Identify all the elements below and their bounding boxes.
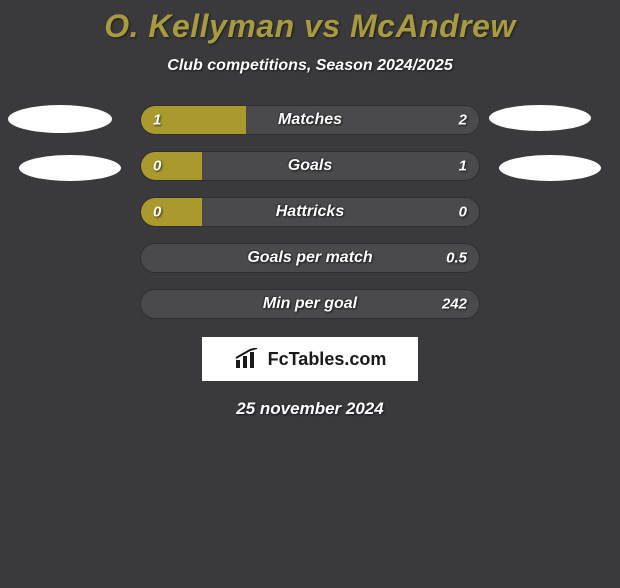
stat-bar: Hattricks00 [140,197,480,227]
stat-value-right: 2 [459,112,467,129]
bar-fill-left [141,198,202,226]
stat-row: Hattricks00 [0,197,620,227]
logo: FcTables.com [202,337,418,381]
stat-label: Min per goal [141,295,479,313]
logo-text: FcTables.com [268,349,387,370]
subtitle: Club competitions, Season 2024/2025 [0,57,620,75]
stat-label: Goals per match [141,249,479,267]
generated-date: 25 november 2024 [0,399,620,419]
stat-row: Goals01 [0,151,620,181]
bar-chart-icon [234,348,262,370]
stat-bar: Goals per match0.5 [140,243,480,273]
comparison-chart: Matches12 Goals01 Hattricks00 Goals per mat… [0,105,620,319]
page-title: O. Kellyman vs McAndrew [0,8,620,45]
stat-value-right: 242 [442,296,467,313]
stat-value-right: 1 [459,158,467,175]
stat-row: Min per goal242 [0,289,620,319]
bar-fill-left [141,152,202,180]
stat-bar: Matches12 [140,105,480,135]
stat-value-right: 0.5 [446,250,467,267]
stat-value-right: 0 [459,204,467,221]
stat-bar: Min per goal242 [140,289,480,319]
bar-fill-left [141,106,246,134]
stat-row: Goals per match0.5 [0,243,620,273]
stat-row: Matches12 [0,105,620,135]
stat-bar: Goals01 [140,151,480,181]
